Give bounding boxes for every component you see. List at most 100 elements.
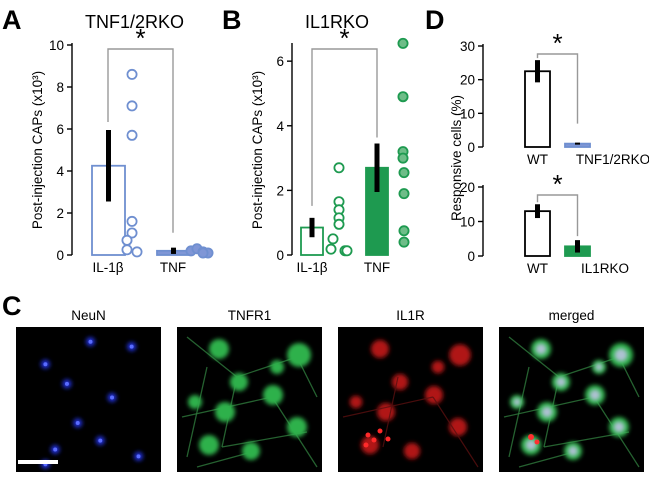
merged-overlap: [589, 389, 601, 401]
micrograph-label-merged: merged: [549, 308, 595, 323]
il1r-cell: [403, 442, 421, 460]
merged-overlap: [525, 439, 537, 451]
category-label: TNF1/2RKO: [576, 152, 649, 167]
y-tick-label: 8: [56, 80, 64, 95]
neun-nucleus-core: [110, 395, 115, 400]
il1r-cell: [425, 386, 443, 404]
category-label: TNF: [160, 260, 186, 275]
tnfr1-cell: [242, 442, 260, 460]
chart-panel-d-top: 0 10 20 30 WT TNF1/2RKO *: [460, 28, 649, 167]
micrograph-merged: merged: [499, 308, 644, 472]
tnfr1-cell: [230, 373, 248, 391]
micrograph-tnfr1: TNFR1: [177, 308, 322, 472]
il1r-punctum: [377, 428, 383, 434]
y-tick-label: 10: [460, 106, 475, 121]
data-point: [341, 245, 353, 257]
panel-a-title: TNF1/2RKO: [85, 12, 184, 32]
merged-overlap: [595, 363, 603, 371]
neurite: [508, 336, 560, 378]
il1r-dot: [528, 434, 534, 440]
y-tick-label: 20: [460, 180, 475, 195]
tnfr1-cell: [287, 343, 311, 367]
data-point: [333, 162, 345, 174]
data-point: [131, 246, 143, 258]
tnfr1-cell: [209, 339, 229, 359]
chart-panel-b: 0 2 4 6 IL-1β TNF *: [276, 23, 410, 275]
data-point: [126, 100, 138, 112]
significance-bracket: [107, 48, 174, 233]
chart-panel-d-bottom: 0 10 20 WT IL1RKO *: [460, 169, 629, 276]
merged-overlap: [614, 348, 628, 362]
micrograph-label-tnfr1: TNFR1: [228, 308, 272, 323]
panel-letter-d: D: [425, 5, 445, 35]
data-point: [126, 129, 138, 141]
data-point: [398, 188, 410, 200]
il1r-cell: [371, 340, 389, 358]
tnfr1-cell: [287, 417, 307, 437]
y-tick-label: 2: [276, 183, 284, 198]
category-label: IL-1β: [92, 260, 123, 275]
y-tick-label: 10: [460, 215, 475, 230]
y-axis-title-a: Post-injection CAPs (x10³): [30, 71, 45, 229]
il1r-cell: [449, 418, 467, 436]
panel-letter-b: B: [222, 5, 242, 35]
y-tick-label: 0: [276, 248, 284, 263]
neun-nucleus-core: [43, 362, 48, 367]
tnfr1-cell: [263, 385, 283, 405]
il1r-punctum: [371, 437, 377, 443]
il1r-punctum: [363, 442, 369, 448]
data-point: [398, 225, 410, 237]
neurite: [558, 356, 620, 378]
il1r-cell: [431, 360, 445, 374]
significance-star: *: [552, 169, 562, 199]
neun-nucleus-core: [75, 421, 80, 426]
panel-letter-c: C: [2, 291, 22, 321]
category-label: WT: [527, 152, 548, 167]
chart-panel-a: 0 2 4 6 8 10 IL-1β TNF *: [49, 23, 214, 275]
il1r-neurite: [382, 376, 399, 448]
neun-nucleus-core: [53, 447, 58, 452]
neun-nucleus-core: [64, 381, 69, 386]
data-point: [397, 152, 409, 164]
significance-star: *: [552, 28, 562, 58]
data-point: [197, 247, 209, 259]
neurite: [186, 366, 208, 458]
y-tick-label: 0: [56, 248, 64, 263]
tnfr1-cell: [270, 360, 284, 374]
significance-star: *: [135, 23, 145, 53]
neurite: [236, 356, 298, 378]
y-axis-title-d: Responsive cells (%): [449, 95, 464, 221]
data-point: [126, 68, 138, 80]
category-label: WT: [527, 261, 548, 276]
data-point: [325, 243, 337, 255]
merged-overlap: [613, 421, 625, 433]
y-axis-title-b: Post-injection CAPs (x10³): [250, 71, 265, 229]
y-tick-label: 30: [460, 39, 475, 54]
il1r-cell: [391, 373, 409, 391]
il1r-punctum: [365, 432, 371, 438]
y-tick-label: 10: [49, 38, 64, 53]
il1r-cell: [449, 344, 471, 366]
significance-bracket: [536, 53, 579, 124]
y-tick-label: 6: [56, 122, 64, 137]
panel-b-title: IL1RKO: [305, 12, 369, 32]
merged-overlap: [535, 343, 547, 355]
data-point: [397, 37, 409, 49]
il1r-dot: [534, 439, 540, 445]
panel-letter-a: A: [2, 5, 22, 35]
y-tick-label: 4: [276, 119, 284, 134]
il1r-punctum: [385, 436, 391, 442]
neurite: [186, 336, 238, 378]
data-point: [126, 215, 138, 227]
merged-overlap: [513, 398, 521, 406]
data-point: [121, 234, 133, 246]
significance-bracket: [536, 194, 579, 237]
il1r-cell: [377, 403, 395, 421]
y-tick-label: 4: [56, 164, 64, 179]
neun-nucleus-core: [136, 454, 141, 459]
merged-overlap: [556, 377, 566, 387]
data-point: [397, 91, 409, 103]
neurite: [508, 366, 530, 458]
y-tick-label: 6: [276, 54, 284, 69]
